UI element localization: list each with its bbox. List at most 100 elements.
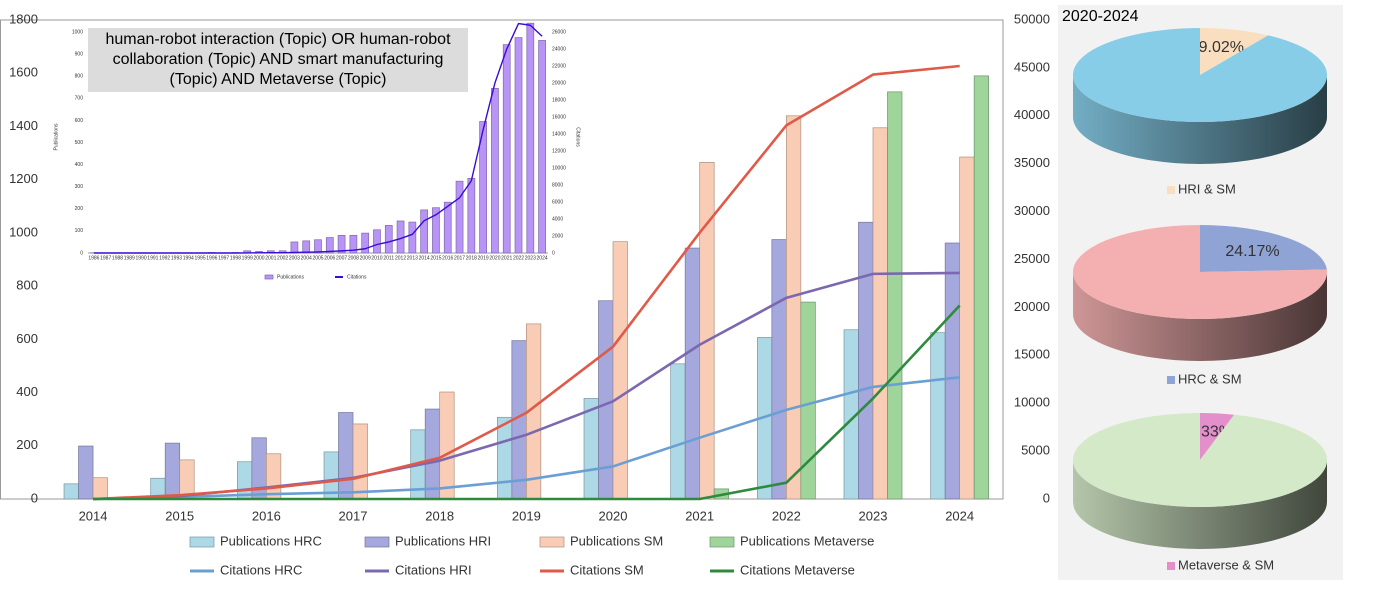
bar xyxy=(63,483,79,500)
x-tick-label: 2007 xyxy=(336,255,347,261)
bar xyxy=(526,22,535,254)
y2-tick-label: 26000 xyxy=(552,29,566,35)
bar xyxy=(290,241,299,254)
x-tick-label: 2019 xyxy=(512,508,541,523)
bar xyxy=(424,408,441,500)
legend-label: Citations SM xyxy=(570,562,644,577)
x-tick-label: 2015 xyxy=(165,508,194,523)
bar xyxy=(78,445,94,500)
x-tick-label: 1987 xyxy=(100,255,111,261)
line xyxy=(93,376,960,501)
y2-tick-label: 25000 xyxy=(1014,251,1050,266)
y-tick-label: 400 xyxy=(16,384,38,399)
y2-tick-label: 6000 xyxy=(552,199,563,205)
y2-tick-label: 15000 xyxy=(1014,347,1050,362)
x-tick-label: 1999 xyxy=(242,255,253,261)
y-tick-label: 200 xyxy=(75,206,84,212)
legend-swatch xyxy=(539,536,565,548)
y2-tick-label: 20000 xyxy=(552,80,566,86)
bar xyxy=(930,332,946,500)
x-tick-label: 2019 xyxy=(478,255,489,261)
pie-slice xyxy=(1072,413,1327,507)
x-tick-label: 2001 xyxy=(265,255,276,261)
legend-swatch xyxy=(189,536,215,548)
legend-label: Publications SM xyxy=(570,533,663,548)
bar xyxy=(612,241,628,500)
bar xyxy=(858,221,874,500)
x-tick-label: 2023 xyxy=(859,508,888,523)
bar xyxy=(420,209,429,254)
x-tick-label: 2008 xyxy=(348,255,359,261)
x-tick-label: 2020 xyxy=(599,508,628,523)
y2-tick-label: 0 xyxy=(552,250,555,256)
y-tick-label: 1000 xyxy=(72,29,83,35)
y-tick-label: 600 xyxy=(16,331,38,346)
y2-tick-label: 16000 xyxy=(552,114,566,120)
y-tick-label: 1400 xyxy=(9,118,38,133)
bar xyxy=(92,477,108,500)
x-tick-label: 2002 xyxy=(277,255,288,261)
bar xyxy=(467,177,476,254)
bar xyxy=(432,207,440,254)
x-tick-label: 2003 xyxy=(289,255,300,261)
y-tick-label: 1200 xyxy=(9,171,38,186)
bar xyxy=(455,180,464,254)
bar xyxy=(583,398,599,500)
pie-side xyxy=(1073,75,1327,164)
y2-tick-label: 4000 xyxy=(552,216,563,222)
x-tick-label: 1994 xyxy=(183,255,194,261)
x-tick-label: 2014 xyxy=(419,255,430,261)
x-tick-label: 2010 xyxy=(371,255,382,261)
bar xyxy=(887,91,903,500)
bar xyxy=(973,75,990,500)
y-tick-label: 1800 xyxy=(9,11,38,26)
x-tick-label: 2011 xyxy=(383,255,394,261)
legend-swatch xyxy=(1167,562,1175,570)
y-tick-label: 600 xyxy=(75,118,84,124)
x-tick-label: 1998 xyxy=(230,255,241,261)
x-tick-label: 2009 xyxy=(360,255,371,261)
y2-tick-label: 8000 xyxy=(552,182,563,188)
y2-tick-label: 14000 xyxy=(552,131,566,137)
legend-swatch xyxy=(709,536,735,548)
y2-tick-label: 50000 xyxy=(1014,11,1050,26)
x-tick-label: 1997 xyxy=(218,255,229,261)
line xyxy=(92,64,960,501)
y-tick-label: 1600 xyxy=(9,65,38,80)
bar xyxy=(514,37,523,254)
legend-label: HRI & SM xyxy=(1178,181,1236,196)
pie-slice xyxy=(1073,225,1328,319)
legend-label: Publications HRI xyxy=(395,533,491,548)
bar xyxy=(491,88,499,254)
line xyxy=(93,304,961,501)
bar xyxy=(944,242,961,500)
y-axis-label: Publications xyxy=(53,123,59,150)
x-tick-label: 2012 xyxy=(395,255,406,261)
x-tick-label: 2016 xyxy=(252,508,281,523)
bar xyxy=(302,240,311,254)
bar xyxy=(872,127,888,500)
x-tick-label: 2014 xyxy=(79,508,108,523)
bar xyxy=(361,232,370,254)
bar xyxy=(349,234,358,254)
bar xyxy=(237,461,253,500)
x-tick-label: 2023 xyxy=(525,255,536,261)
legend-label: HRC & SM xyxy=(1178,371,1242,386)
x-tick-label: 2018 xyxy=(466,255,477,261)
pie-side xyxy=(1073,460,1327,549)
legend-swatch xyxy=(364,536,390,548)
x-tick-label: 2016 xyxy=(442,255,453,261)
bar xyxy=(800,301,816,500)
x-tick-label: 2020 xyxy=(489,255,500,261)
legend-swatch xyxy=(264,274,274,280)
y-tick-label: 900 xyxy=(75,51,84,57)
y-tick-label: 800 xyxy=(16,278,38,293)
bar xyxy=(699,162,715,500)
x-tick-label: 1986 xyxy=(88,255,99,261)
y2-tick-label: 20000 xyxy=(1014,299,1050,314)
y2-tick-label: 30000 xyxy=(1014,203,1050,218)
bar xyxy=(502,44,511,254)
x-tick-label: 2022 xyxy=(772,508,801,523)
legend-swatch xyxy=(1167,376,1175,384)
